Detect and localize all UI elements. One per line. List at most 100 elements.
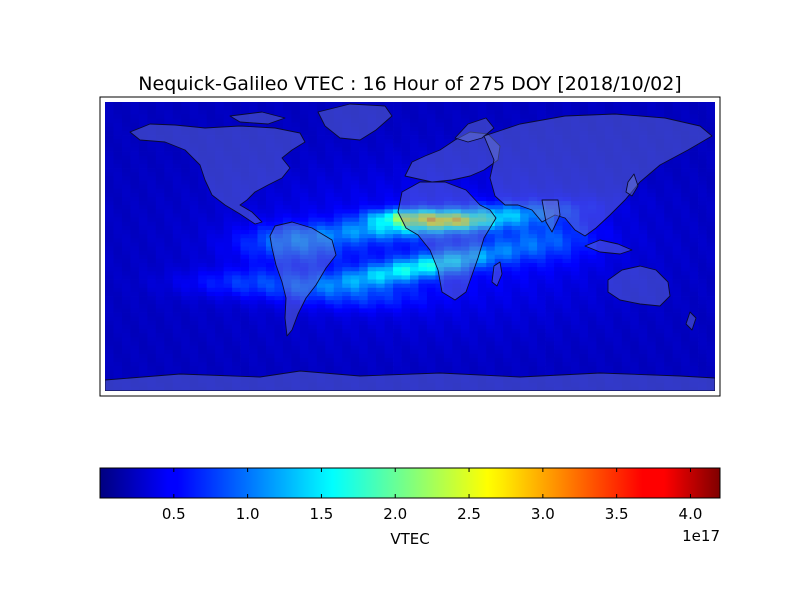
heatmap-cell [596, 300, 606, 305]
heatmap-cell [172, 316, 182, 322]
heatmap-cell [316, 234, 326, 239]
heatmap-cell [562, 143, 572, 148]
heatmap-cell [206, 312, 216, 318]
heatmap-cell [435, 357, 445, 363]
heatmap-cell [647, 225, 657, 231]
heatmap-cell [621, 155, 631, 161]
heatmap-cell [443, 221, 453, 227]
heatmap-cell [147, 229, 157, 235]
heatmap-cell [418, 353, 428, 359]
heatmap-cell [130, 275, 140, 280]
heatmap-cell [469, 337, 479, 342]
heatmap-cell [698, 225, 707, 231]
heatmap-cell [308, 296, 318, 301]
heatmap-cell [545, 135, 555, 140]
heatmap-cell [587, 362, 597, 367]
heatmap-cell [393, 370, 402, 375]
heatmap-cell [706, 114, 715, 119]
heatmap-cell [477, 139, 487, 144]
heatmap-cell [596, 341, 606, 346]
heatmap-cell [511, 300, 521, 305]
heatmap-cell [689, 234, 699, 239]
heatmap-cell [460, 143, 470, 148]
heatmap-cell [418, 176, 428, 181]
heatmap-cell [630, 320, 640, 326]
heatmap-cell [579, 254, 589, 260]
heatmap-cell [410, 143, 419, 148]
heatmap-cell [410, 168, 419, 173]
heatmap-cell [435, 246, 445, 252]
heatmap-cell [604, 126, 614, 132]
heatmap-cell [401, 337, 411, 342]
heatmap-cell [164, 229, 174, 235]
heatmap-cell [587, 114, 597, 119]
heatmap-cell [350, 320, 360, 326]
heatmap-cell [545, 213, 555, 218]
heatmap-cell [613, 246, 623, 252]
heatmap-cell [511, 287, 521, 293]
heatmap-cell [232, 362, 241, 367]
heatmap-cell [435, 118, 445, 124]
heatmap-cell [359, 283, 369, 289]
heatmap-cell [316, 300, 326, 305]
heatmap-cell [604, 139, 614, 144]
heatmap-cell [562, 188, 572, 194]
heatmap-cell [604, 275, 614, 280]
heatmap-cell [376, 176, 385, 181]
heatmap-cell [291, 366, 301, 371]
heatmap-cell [638, 139, 648, 144]
heatmap-cell [664, 205, 674, 210]
heatmap-cell [655, 308, 665, 313]
heatmap-cell [443, 316, 453, 322]
heatmap-cell [672, 246, 682, 252]
heatmap-cell [486, 341, 496, 346]
heatmap-cell [528, 300, 538, 305]
heatmap-cell [359, 122, 369, 128]
heatmap-cell [596, 296, 606, 301]
heatmap-cell [460, 205, 470, 210]
heatmap-cell [350, 221, 360, 227]
heatmap-cell [689, 130, 699, 136]
heatmap-cell [223, 362, 233, 367]
heatmap-cell [486, 362, 496, 367]
heatmap-cell [520, 312, 530, 318]
heatmap-cell [494, 209, 504, 214]
heatmap-cell [172, 184, 182, 190]
heatmap-cell [503, 114, 513, 119]
heatmap-cell [613, 188, 623, 194]
heatmap-cell [655, 263, 665, 268]
heatmap-cell [503, 296, 513, 301]
heatmap-cell [664, 370, 674, 375]
heatmap-cell [164, 324, 174, 330]
heatmap-cell [587, 349, 597, 355]
heatmap-cell [579, 201, 589, 206]
heatmap-cell [308, 246, 318, 252]
heatmap-cell [545, 333, 555, 338]
heatmap-cell [477, 275, 487, 280]
heatmap-cell [130, 122, 140, 128]
heatmap-cell [181, 130, 191, 136]
heatmap-cell [215, 357, 225, 363]
heatmap-cell [299, 353, 309, 359]
heatmap-cell [554, 362, 563, 367]
heatmap-cell [350, 271, 360, 276]
heatmap-cell [570, 242, 580, 247]
heatmap-cell [587, 106, 597, 111]
heatmap-cell [460, 296, 470, 301]
heatmap-cell [232, 254, 241, 260]
heatmap-cell [130, 126, 140, 132]
heatmap-cell [630, 163, 640, 169]
heatmap-cell [570, 353, 580, 359]
heatmap-cell [367, 341, 377, 346]
heatmap-cell [604, 184, 614, 190]
heatmap-cell [537, 362, 546, 367]
heatmap-cell [613, 333, 623, 338]
heatmap-cell [494, 188, 504, 194]
heatmap-cell [130, 213, 140, 218]
heatmap-cell [130, 192, 140, 198]
heatmap-cell [579, 225, 589, 231]
heatmap-cell [698, 188, 707, 194]
heatmap-cell [579, 374, 589, 380]
heatmap-cell [113, 122, 123, 128]
heatmap-cell [477, 172, 487, 177]
